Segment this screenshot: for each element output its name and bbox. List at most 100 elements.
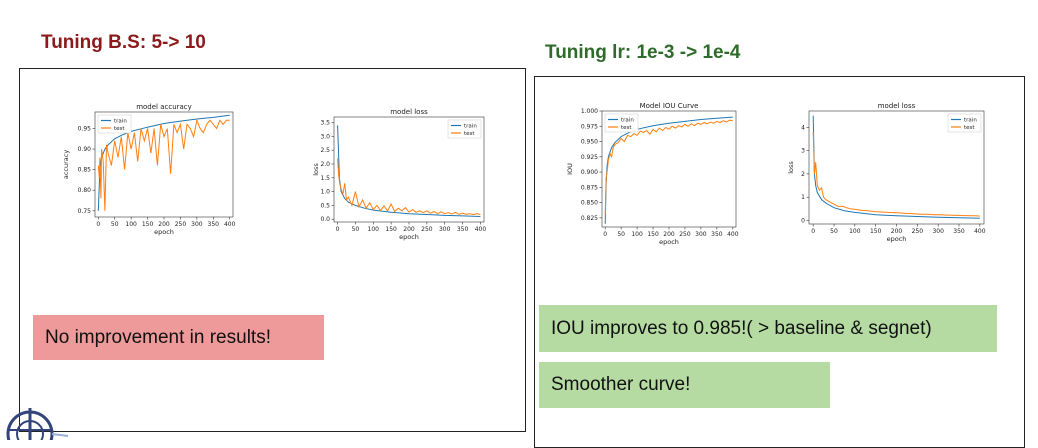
y-tick-label: 1.5 bbox=[320, 175, 330, 182]
x-tick-label: 50 bbox=[111, 221, 119, 228]
y-tick-label: 0.925 bbox=[581, 154, 598, 161]
x-tick-label: 250 bbox=[912, 228, 924, 235]
x-tick-label: 350 bbox=[208, 221, 220, 228]
x-axis-label: epoch bbox=[399, 233, 419, 241]
y-tick-label: 0.900 bbox=[581, 169, 598, 176]
y-tick-label: 0.950 bbox=[581, 139, 598, 146]
slide-title-fragment bbox=[75, 0, 115, 3]
y-tick-label: 0 bbox=[801, 218, 805, 225]
x-tick-label: 50 bbox=[352, 226, 360, 233]
series-line-test bbox=[97, 118, 230, 211]
chart-model-iou: Model IOU Curve 0 50 100 150 200 250 300 350 400 0… bbox=[566, 102, 739, 246]
y-tick-label: 1.000 bbox=[581, 108, 598, 115]
x-tick-label: 400 bbox=[974, 228, 986, 235]
x-tick-label: 200 bbox=[891, 228, 903, 235]
x-tick-label: 200 bbox=[663, 231, 675, 238]
chart-model-loss-right: model loss 0 50 100 150 200 250 300 350 400 0 1 2 3 4 e… bbox=[787, 102, 986, 243]
x-axis-label: epoch bbox=[659, 238, 679, 246]
chart-title: model loss bbox=[878, 102, 916, 110]
x-tick-label: 400 bbox=[727, 231, 739, 238]
chart-title: model accuracy bbox=[136, 103, 192, 111]
x-tick-label: 0 bbox=[336, 226, 340, 233]
y-axis-label: IOU bbox=[566, 163, 574, 175]
y-tick-label: 0.875 bbox=[581, 184, 598, 191]
note-iou-improves: IOU improves to 0.985!( > baseline & seg… bbox=[539, 305, 997, 352]
note-smoother-curve: Smoother curve! bbox=[539, 362, 830, 408]
y-axis-label: loss bbox=[312, 163, 320, 176]
y-tick-label: 2.5 bbox=[320, 147, 330, 154]
x-tick-label: 0 bbox=[603, 231, 607, 238]
y-tick-label: 0.85 bbox=[78, 167, 92, 174]
y-tick-label: 0.80 bbox=[78, 187, 92, 194]
series-line-test bbox=[604, 119, 733, 215]
y-tick-label: 0.5 bbox=[320, 202, 330, 209]
legend-label-test: test bbox=[464, 131, 475, 137]
chart-model-accuracy: model accuracy 0 50 100 150 200 250 300 350 400 0.… bbox=[62, 103, 236, 236]
x-tick-label: 300 bbox=[439, 226, 451, 233]
y-tick-label: 0.75 bbox=[78, 208, 92, 215]
x-tick-label: 0 bbox=[96, 221, 100, 228]
x-axis-label: epoch bbox=[887, 235, 907, 243]
y-tick-label: 1.0 bbox=[320, 189, 330, 196]
y-tick-label: 0.850 bbox=[581, 200, 598, 207]
y-tick-label: 2 bbox=[801, 171, 805, 178]
legend-label-train: train bbox=[964, 118, 977, 124]
y-axis-label: accuracy bbox=[62, 150, 70, 179]
x-tick-label: 200 bbox=[403, 226, 415, 233]
legend-label-test: test bbox=[114, 126, 125, 132]
series-line-test bbox=[337, 158, 481, 216]
legend-label-test: test bbox=[621, 125, 632, 131]
x-tick-label: 300 bbox=[932, 228, 944, 235]
y-tick-label: 2.0 bbox=[320, 161, 330, 168]
y-tick-label: 0.975 bbox=[581, 123, 598, 130]
x-tick-label: 100 bbox=[849, 228, 861, 235]
y-axis-label: loss bbox=[787, 161, 795, 174]
x-tick-label: 250 bbox=[421, 226, 433, 233]
legend-label-test: test bbox=[964, 125, 975, 131]
note-no-improvement: No improvement in results! bbox=[33, 315, 324, 360]
x-tick-label: 300 bbox=[191, 221, 203, 228]
x-tick-label: 50 bbox=[830, 228, 838, 235]
x-tick-label: 0 bbox=[811, 228, 815, 235]
x-tick-label: 350 bbox=[457, 226, 469, 233]
chart-title: model loss bbox=[390, 108, 428, 116]
legend-label-train: train bbox=[114, 119, 127, 125]
series-line-train bbox=[812, 115, 980, 219]
x-tick-label: 150 bbox=[142, 221, 154, 228]
legend-label-train: train bbox=[621, 118, 634, 124]
x-tick-label: 300 bbox=[695, 231, 707, 238]
x-tick-label: 100 bbox=[368, 226, 380, 233]
series-line-test bbox=[812, 131, 980, 217]
x-tick-label: 400 bbox=[224, 221, 236, 228]
x-tick-label: 150 bbox=[385, 226, 397, 233]
y-tick-label: 3.0 bbox=[320, 133, 330, 140]
chart-title: Model IOU Curve bbox=[640, 102, 699, 110]
x-tick-label: 400 bbox=[475, 226, 487, 233]
heading-batch-size: Tuning B.S: 5-> 10 bbox=[41, 32, 206, 53]
x-tick-label: 150 bbox=[647, 231, 659, 238]
y-tick-label: 0.90 bbox=[78, 146, 92, 153]
series-line-train bbox=[337, 125, 481, 217]
x-tick-label: 150 bbox=[870, 228, 882, 235]
y-tick-label: 3 bbox=[801, 148, 805, 155]
university-logo-icon bbox=[6, 408, 69, 440]
y-tick-label: 4 bbox=[801, 124, 805, 131]
x-tick-label: 200 bbox=[158, 221, 170, 228]
x-tick-label: 250 bbox=[175, 221, 187, 228]
legend-label-train: train bbox=[464, 124, 477, 130]
y-tick-label: 0.95 bbox=[78, 125, 92, 132]
heading-learning-rate: Tuning lr: 1e-3 -> 1e-4 bbox=[545, 42, 741, 63]
x-tick-label: 350 bbox=[953, 228, 965, 235]
x-tick-label: 50 bbox=[617, 231, 625, 238]
chart-model-loss-left: model loss 0 50 100 150 200 250 300 350 400 0.0 0.5… bbox=[312, 108, 487, 241]
x-tick-label: 100 bbox=[125, 221, 137, 228]
series-line-train bbox=[604, 116, 733, 224]
x-tick-label: 250 bbox=[679, 231, 691, 238]
y-tick-label: 3.5 bbox=[320, 120, 330, 127]
y-tick-label: 1 bbox=[801, 194, 805, 201]
x-tick-label: 350 bbox=[711, 231, 723, 238]
y-tick-label: 0.825 bbox=[581, 215, 598, 222]
x-axis-label: epoch bbox=[154, 228, 174, 236]
x-tick-label: 100 bbox=[631, 231, 643, 238]
y-tick-label: 0.0 bbox=[320, 216, 330, 223]
